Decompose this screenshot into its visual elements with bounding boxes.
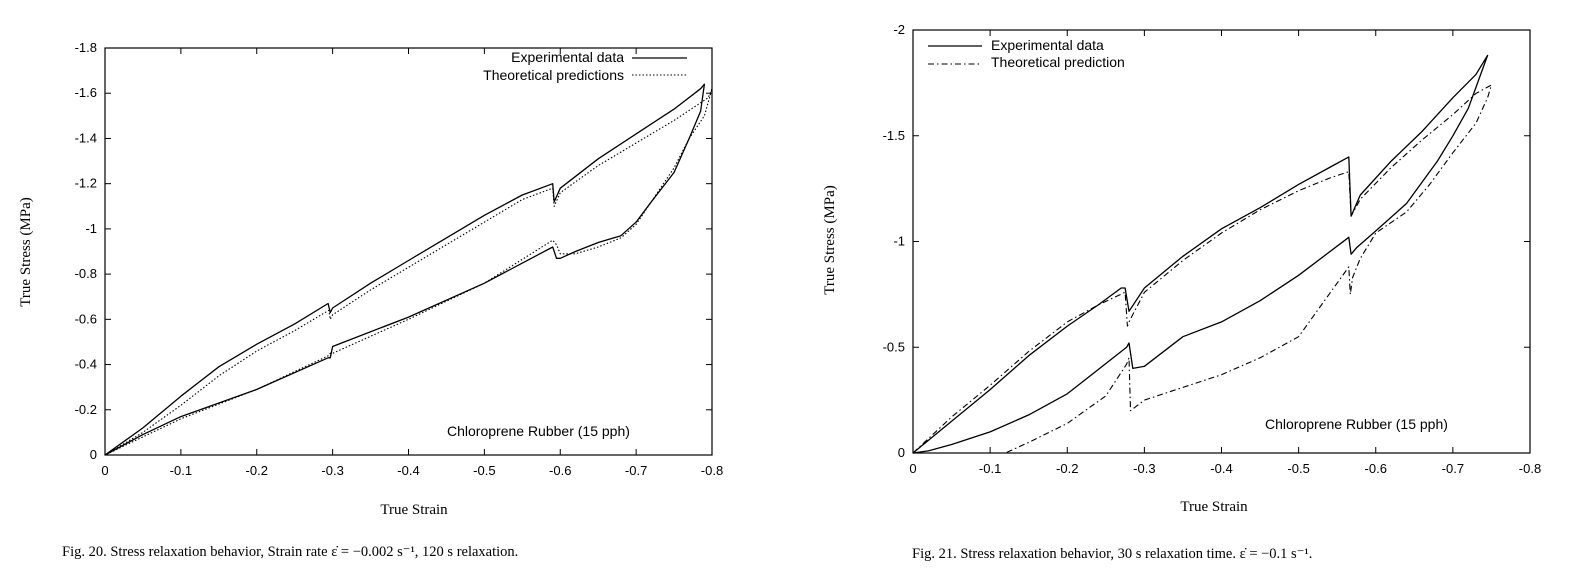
series-line-theoretical (912, 84, 1492, 454)
material-annotation: Chloroprene Rubber (15 pph) (1265, 416, 1448, 432)
x-tick-label: -0.2 (246, 463, 268, 478)
x-tick-label: -0.4 (397, 463, 419, 478)
y-tick-label: -0.2 (75, 402, 97, 417)
y-ticks: 0 -0.5 -1 -1.5 -2 (883, 22, 1530, 460)
legend-label-experimental: Experimental data (511, 49, 624, 65)
series-line-experimental (104, 83, 706, 456)
x-tick-label: 0 (101, 463, 108, 478)
x-tick-label: -0.1 (170, 463, 192, 478)
x-tick-label: -0.2 (1056, 461, 1078, 476)
y-tick-label: 0 (898, 445, 905, 460)
chart-fig21: 0 -0.5 -1 -1.5 -2 0 -0.1 -0.2 -0.3 -0.4 -0.5 -0.6 -… (822, 22, 1541, 562)
series-line-experimental (912, 54, 1489, 454)
x-tick-label: -0.4 (1210, 461, 1232, 476)
plot-frame (912, 29, 1531, 454)
x-tick-label: -0.7 (625, 463, 647, 478)
y-axis-title: True Stress (MPa) (18, 197, 34, 306)
y-tick-label: -1.5 (883, 128, 905, 143)
y-ticks: 0 -0.2 -0.4 -0.6 -0.8 -1 -1.2 -1.4 -1.6 -1.8 (75, 40, 712, 462)
legend-label-experimental: Experimental data (991, 37, 1104, 53)
x-axis-title: True Strain (1180, 499, 1248, 515)
x-ticks: 0 -0.1 -0.2 -0.3 -0.4 -0.5 -0.6 -0.7 -0.8 (101, 48, 723, 478)
y-tick-label: -1.8 (75, 40, 97, 55)
y-axis-title: True Stress (MPa) (822, 185, 838, 294)
y-tick-label: -2 (893, 22, 905, 37)
x-ticks: 0 -0.1 -0.2 -0.3 -0.4 -0.5 -0.6 -0.7 -0.8 (909, 30, 1541, 476)
y-tick-label: -1 (893, 234, 905, 249)
x-tick-label: -0.3 (1133, 461, 1155, 476)
x-tick-label: -0.5 (473, 463, 495, 478)
y-tick-label: -0.8 (75, 266, 97, 281)
y-tick-label: -0.5 (883, 339, 905, 354)
y-tick-label: -1 (85, 221, 97, 236)
figure-caption: Fig. 20. Stress relaxation behavior, Str… (62, 544, 518, 560)
material-annotation: Chloroprene Rubber (15 pph) (447, 423, 630, 439)
series-line-theoretical (104, 88, 713, 456)
x-tick-label: -0.6 (549, 463, 571, 478)
y-tick-label: -0.6 (75, 311, 97, 326)
y-tick-label: -0.4 (75, 357, 97, 372)
y-tick-label: -1.4 (75, 130, 97, 145)
y-tick-label: -1.6 (75, 85, 97, 100)
x-tick-label: -0.7 (1442, 461, 1464, 476)
legend-label-theoretical: Theoretical prediction (991, 54, 1125, 70)
series-group (912, 54, 1492, 454)
series-group (104, 83, 713, 456)
y-tick-label: -1.2 (75, 176, 97, 191)
figure-caption: Fig. 21. Stress relaxation behavior, 30 … (912, 546, 1312, 562)
x-axis-title: True Strain (380, 502, 448, 518)
x-tick-label: 0 (909, 461, 916, 476)
legend-label-theoretical: Theoretical predictions (483, 67, 624, 83)
x-tick-label: -0.3 (321, 463, 343, 478)
y-tick-label: 0 (90, 447, 97, 462)
x-tick-label: -0.5 (1287, 461, 1309, 476)
x-tick-label: -0.6 (1365, 461, 1387, 476)
x-tick-label: -0.8 (701, 463, 723, 478)
x-tick-label: -0.8 (1519, 461, 1541, 476)
chart-fig20: 0 -0.2 -0.4 -0.6 -0.8 -1 -1.2 -1.4 -1.6 -1.8 0 -0.… (18, 40, 723, 560)
x-tick-label: -0.1 (979, 461, 1001, 476)
